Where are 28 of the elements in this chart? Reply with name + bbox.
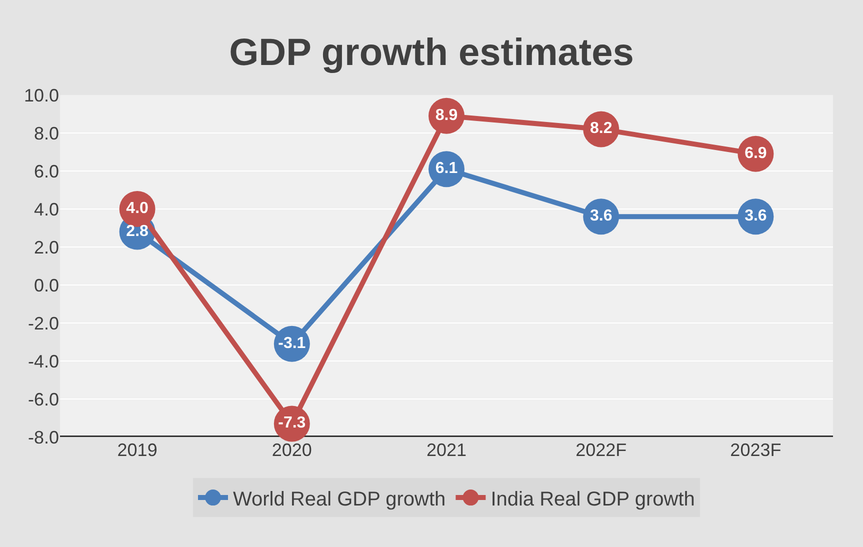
- data-label: 8.9: [435, 106, 458, 124]
- y-tick-label: -4.0: [28, 351, 59, 372]
- x-tick-label: 2020: [272, 440, 312, 460]
- y-tick-label: 6.0: [34, 161, 59, 182]
- data-label: 3.6: [744, 208, 767, 225]
- data-label: 3.6: [590, 208, 612, 225]
- data-label: 4.0: [126, 200, 149, 217]
- x-tick-label: 2022F: [576, 440, 627, 460]
- legend-label: India Real GDP growth: [490, 488, 695, 510]
- data-label: -3.1: [278, 334, 306, 352]
- y-tick-label: 0.0: [34, 275, 59, 296]
- x-tick-label: 2023F: [730, 440, 782, 460]
- data-label: 6.1: [435, 160, 458, 178]
- data-label: 8.2: [590, 120, 612, 138]
- x-tick-label: 2019: [117, 440, 158, 460]
- y-tick-label: -6.0: [28, 389, 59, 410]
- y-tick-label: 4.0: [34, 199, 59, 220]
- data-label: 2.8: [126, 222, 149, 240]
- chart-title: GDP growth estimates: [229, 32, 634, 74]
- data-label: -7.3: [278, 414, 306, 432]
- x-tick-label: 2021: [426, 440, 467, 460]
- y-tick-label: -8.0: [28, 427, 59, 448]
- legend-label: World Real GDP growth: [233, 488, 446, 510]
- y-tick-label: -2.0: [28, 313, 59, 334]
- data-label: 6.9: [744, 144, 767, 162]
- y-tick-label: 10.0: [24, 85, 59, 106]
- y-tick-label: 2.0: [34, 237, 59, 258]
- y-tick-label: 8.0: [34, 123, 59, 144]
